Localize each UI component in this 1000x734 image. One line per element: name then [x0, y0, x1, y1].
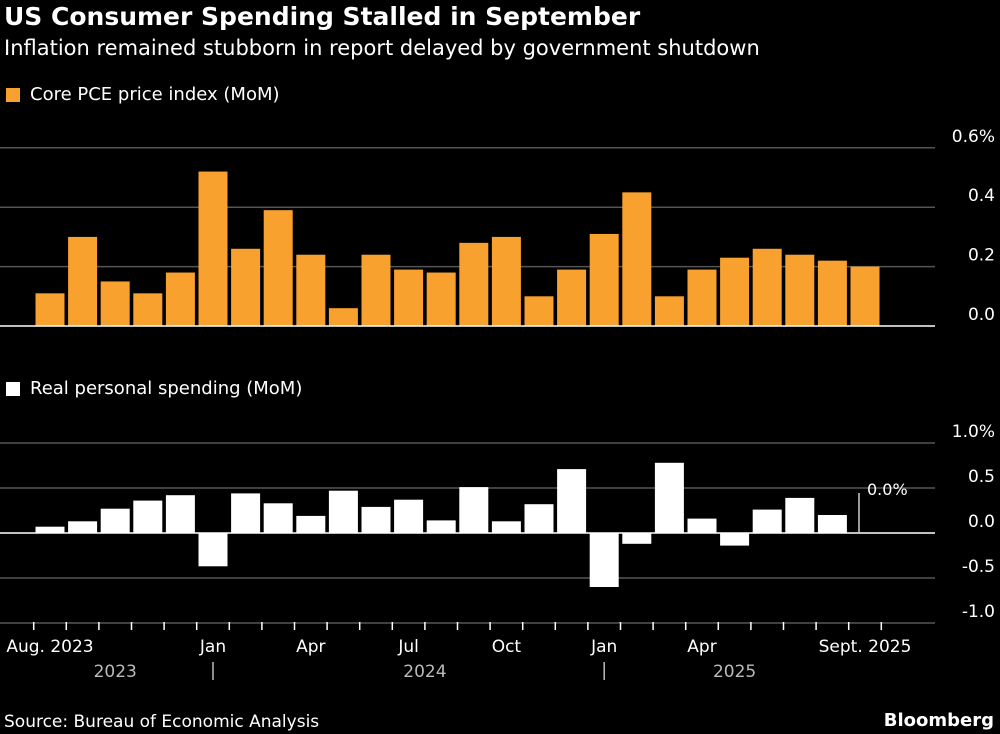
- y-tick-label: 0.2: [968, 246, 995, 266]
- bar: [35, 526, 65, 533]
- legend-spending: Real personal spending (MoM): [6, 378, 302, 399]
- x-tick-label: Jan: [590, 637, 617, 657]
- legend-swatch-spending: [6, 381, 20, 396]
- year-label: 2023: [94, 662, 137, 682]
- bar: [491, 236, 521, 326]
- bar: [850, 266, 880, 326]
- bar: [394, 269, 424, 326]
- y-tick-label: 0.0: [968, 305, 995, 325]
- bar: [752, 248, 782, 326]
- legend-swatch-pce: [6, 87, 20, 102]
- bar: [296, 254, 326, 326]
- bar: [589, 533, 619, 587]
- bar: [654, 462, 684, 533]
- x-tick-label: Jul: [397, 637, 419, 657]
- bar: [459, 487, 489, 533]
- y-tick-label: 0.6%: [952, 127, 995, 147]
- bar: [491, 521, 521, 533]
- bar: [68, 236, 98, 326]
- x-tick-label: Aug. 2023: [6, 637, 93, 657]
- bar: [720, 533, 750, 546]
- x-tick-label: Sept. 2025: [819, 637, 912, 657]
- bar: [785, 254, 815, 326]
- bar: [622, 533, 652, 544]
- bar: [524, 504, 554, 533]
- bar: [557, 269, 587, 326]
- chart-title: US Consumer Spending Stalled in Septembe…: [4, 2, 641, 31]
- x-tick-label: Apr: [296, 637, 325, 657]
- x-tick-label: Oct: [492, 637, 522, 657]
- chart-subtitle: Inflation remained stubborn in report de…: [4, 36, 760, 60]
- bar: [133, 500, 163, 533]
- bar: [589, 233, 619, 326]
- x-tick-label: Apr: [687, 637, 716, 657]
- y-tick-label: -1.0: [962, 602, 995, 622]
- bar: [328, 308, 358, 326]
- bar: [198, 533, 228, 567]
- bar: [426, 272, 456, 326]
- annotation-label: 0.0%: [867, 480, 908, 499]
- bar: [231, 493, 261, 533]
- bar: [35, 293, 65, 326]
- bar: [817, 515, 847, 533]
- y-tick-label: 1.0%: [952, 422, 995, 442]
- bar: [785, 497, 815, 533]
- bar: [720, 257, 750, 326]
- bar: [459, 242, 489, 326]
- bar: [133, 293, 163, 326]
- bar: [361, 254, 391, 326]
- bar: [165, 272, 195, 326]
- y-tick-label: 0.0: [968, 512, 995, 532]
- bar: [687, 269, 717, 326]
- bar: [654, 296, 684, 326]
- bar: [687, 518, 717, 533]
- legend-pce: Core PCE price index (MoM): [6, 84, 280, 105]
- legend-label-pce: Core PCE price index (MoM): [30, 84, 280, 105]
- bar: [426, 520, 456, 533]
- bar: [263, 503, 293, 533]
- year-label: 2025: [713, 662, 756, 682]
- bar: [100, 281, 130, 326]
- bar: [557, 469, 587, 533]
- bar: [524, 296, 554, 326]
- year-label: 2024: [403, 662, 446, 682]
- bar: [165, 495, 195, 533]
- bar: [328, 490, 358, 533]
- bar: [622, 192, 652, 326]
- bar: [198, 171, 228, 326]
- bar: [263, 210, 293, 326]
- bar: [231, 248, 261, 326]
- y-tick-label: -0.5: [962, 557, 995, 577]
- y-tick-label: 0.5: [968, 467, 995, 487]
- y-tick-label: 0.4: [968, 186, 995, 206]
- bar: [68, 521, 98, 533]
- bar: [296, 515, 326, 533]
- bar: [817, 260, 847, 326]
- bar: [752, 509, 782, 533]
- x-tick-label: Jan: [199, 637, 226, 657]
- legend-label-spending: Real personal spending (MoM): [30, 378, 303, 399]
- bar: [361, 506, 391, 533]
- bar: [394, 499, 424, 533]
- bloomberg-logo: Bloomberg: [883, 710, 994, 731]
- bar: [100, 508, 130, 533]
- source-note: Source: Bureau of Economic Analysis: [4, 712, 320, 732]
